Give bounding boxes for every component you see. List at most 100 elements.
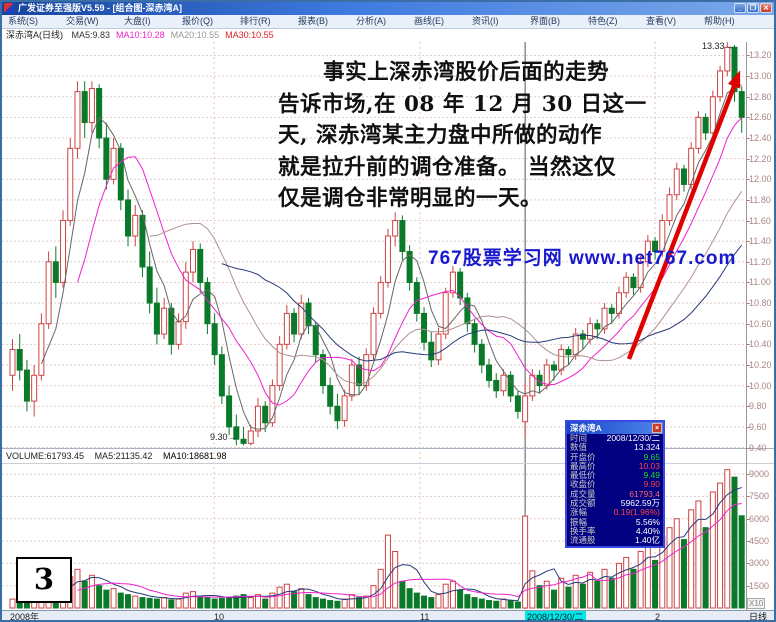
price-tick-label: 10.00 [749, 380, 772, 391]
info-row-换手率: 换手率 4.40% [567, 525, 663, 536]
axis-tick [746, 76, 750, 78]
window-title: 广发证券至强版V5.59 - [组合图-深赤湾A] [18, 3, 183, 13]
volume-tick-label: 6000 [749, 513, 770, 524]
annotation-line-2: 告诉市场,在 08 年 12 月 30 日这一 [278, 91, 647, 117]
right-axis-line [746, 42, 747, 620]
menu-item-7[interactable]: 分析(A) [356, 16, 386, 26]
axis-tick [746, 323, 750, 325]
info-panel-titlebar[interactable]: 深赤湾A × [567, 422, 663, 434]
volume-tick-label: 4500 [749, 536, 770, 547]
volume-tick-label: 9000 [749, 469, 770, 480]
time-tick-label: 10 [214, 612, 225, 622]
axis-tick [746, 96, 750, 98]
price-tick-label: 11.40 [749, 236, 771, 247]
info-row-value: 9.49 [643, 470, 660, 481]
axis-tick [746, 364, 750, 366]
menu-item-4[interactable]: 报价(Q) [182, 16, 213, 26]
ma-labels: MA5:9.83 MA10:10.28 MA20:10.55 MA30:10.55 [72, 30, 280, 40]
watermark: 767股票学习网 www.net767.com [428, 248, 737, 269]
ma-label-1: MA5:9.83 [71, 30, 111, 40]
axis-tick [746, 55, 750, 57]
info-panel-title: 深赤湾A [570, 423, 602, 433]
info-row-最低价: 最低价 9.49 [567, 470, 663, 481]
price-tick-label: 13.00 [749, 71, 772, 82]
price-tick-label: 11.00 [749, 277, 771, 288]
menu-item-13[interactable]: 帮助(H) [704, 16, 735, 26]
price-tick-label: 10.80 [749, 298, 772, 309]
menu-item-9[interactable]: 资讯(I) [472, 16, 499, 26]
price-tick-label: 12.40 [749, 133, 772, 144]
price-tick-label: 12.80 [749, 91, 772, 102]
price-tick-label: 10.20 [749, 359, 772, 370]
price-tick-label: 11.20 [749, 256, 771, 267]
menu-item-8[interactable]: 画线(E) [414, 16, 444, 26]
info-row-最高价: 最高价 10.03 [567, 460, 663, 471]
info-row-流通股: 流通股 1.40亿 [567, 535, 663, 546]
axis-tick [746, 344, 750, 346]
menu-item-10[interactable]: 界面(B) [530, 16, 560, 26]
volume-ma10: MA10:18681.98 [162, 451, 227, 461]
price-tick-label: 11.60 [749, 215, 771, 226]
restore-button[interactable]: ❐ [747, 3, 759, 13]
axis-tick [746, 585, 750, 587]
price-tick-label: 12.20 [749, 153, 772, 164]
info-row-时间: 时间 2008/12/30/二 [567, 433, 663, 443]
annotation-line-1: 事实上深赤湾股价后面的走势 [323, 60, 610, 85]
menu-item-5[interactable]: 排行(R) [240, 16, 271, 26]
info-row-收盘价: 收盘价 9.90 [567, 479, 663, 490]
menu-item-1[interactable]: 系统(S) [8, 16, 38, 26]
volume-header: VOLUME:61793.45 MA5:21135.42 MA10:18681.… [2, 450, 742, 462]
info-row-value: 9.90 [643, 479, 660, 490]
price-tick-label: 9.80 [749, 401, 767, 412]
info-row-value: 5.56% [635, 516, 660, 527]
info-row-value: 61793.4 [629, 488, 660, 499]
info-panel-close-icon[interactable]: × [652, 423, 662, 433]
info-row-label: 成交额 [570, 498, 596, 509]
info-row-value: 0.19(1.96%) [613, 507, 660, 518]
volume-tick-label: 3000 [749, 558, 770, 569]
chart-header: 深赤湾A(日线) MA5:9.83 MA10:10.28 MA20:10.55 MA3… [2, 29, 774, 42]
volume-ma5: MA5:21135.42 [94, 451, 153, 461]
time-axis[interactable]: 2008/12/30/二 日线 2008年 10 11 2 [2, 610, 774, 622]
menu-item-12[interactable]: 查看(V) [646, 16, 676, 26]
axis-tick [746, 138, 750, 140]
stock-name-period: 深赤湾A(日线) [6, 30, 63, 40]
period-label[interactable]: 日线 [749, 612, 768, 622]
price-tick-label: 9.60 [749, 421, 767, 432]
volume-value: VOLUME:61793.45 [6, 451, 85, 461]
time-tick-label: 11 [420, 612, 430, 622]
peak-price-callout: 13.33→ [702, 41, 734, 51]
menu-item-2[interactable]: 交易(W) [66, 16, 99, 26]
axis-tick [746, 303, 750, 305]
info-row-label: 涨幅 [570, 507, 588, 518]
menu-item-6[interactable]: 报表(B) [298, 16, 328, 26]
menu-bar: 系统(S) 交易(W) 大盘(I) 报价(Q) 排行(R) 报表(B) 分析(A) 画线(E)… [2, 15, 774, 29]
close-button[interactable]: ✕ [760, 3, 772, 13]
axis-tick [746, 406, 750, 408]
info-row-成交额: 成交额 5962.59万 [567, 498, 663, 509]
axis-tick [746, 563, 750, 565]
info-row-value: 4.40% [635, 525, 660, 536]
title-bar[interactable]: 广发证券至强版V5.59 - [组合图-深赤湾A] _ ❐ ✕ [2, 2, 774, 15]
ma-label-3: MA20:10.55 [170, 30, 220, 40]
ma-label-2: MA10:10.28 [116, 30, 165, 40]
price-tick-label: 9.40 [749, 442, 767, 453]
menu-item-11[interactable]: 特色(Z) [588, 16, 618, 26]
info-row-value: 9.65 [643, 451, 660, 462]
axis-tick [746, 117, 750, 119]
info-row-开盘价: 开盘价 9.65 [567, 451, 663, 462]
axis-tick [746, 518, 750, 520]
minimize-button[interactable]: _ [734, 3, 746, 13]
axis-tick [746, 447, 750, 449]
info-row-label: 最高价 [570, 460, 596, 471]
axis-tick [746, 385, 750, 387]
info-row-value: 1.40亿 [634, 535, 660, 546]
axis-tick [746, 541, 750, 543]
info-row-数值: 数值 13.324 [567, 442, 663, 452]
axis-tick [746, 158, 750, 160]
menu-item-3[interactable]: 大盘(I) [124, 16, 151, 26]
price-tick-label: 10.60 [749, 318, 772, 329]
stock-info-panel[interactable]: 深赤湾A × 时间 2008/12/30/二 数值 13.324 开盘价 9.65 最高价 1… [565, 420, 665, 548]
annotation-line-4: 就是拉升前的调仓准备。 当然这仅 [278, 154, 616, 180]
